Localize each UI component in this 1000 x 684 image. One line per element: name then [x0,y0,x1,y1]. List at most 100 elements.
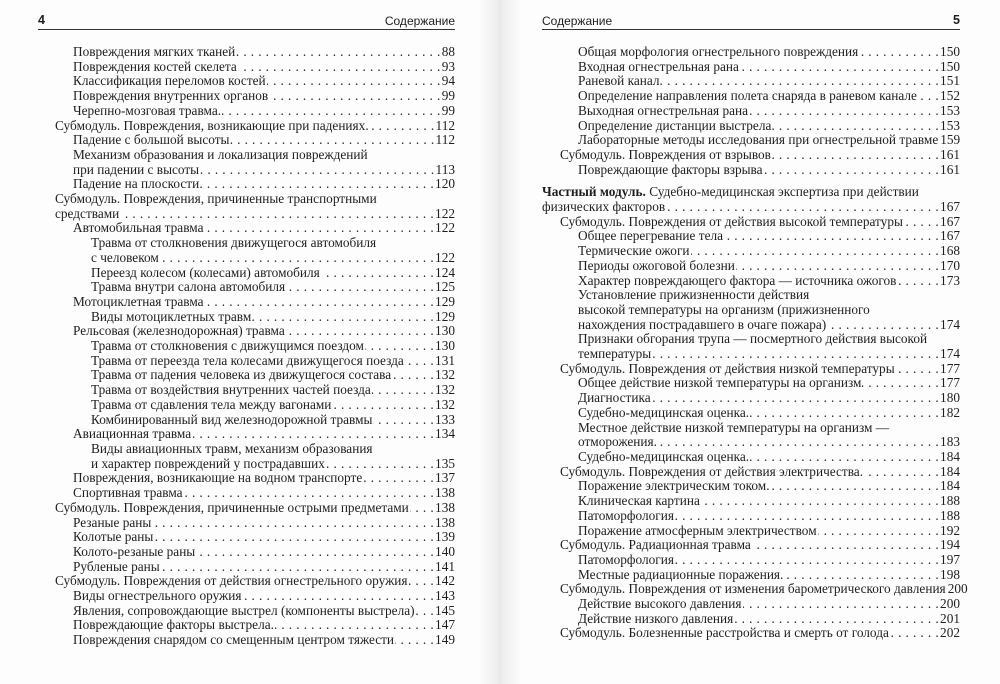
toc-entry-title: Падение с большой высоты [73,132,229,148]
toc-entry: Спортивная травма 138 [55,485,455,501]
toc-entry-line: при падении с высоты 113 [73,162,455,178]
toc-entry-text: температуры [578,346,652,362]
toc-entry: Виды мотоциклетных травм 129 [55,309,455,325]
toc-page-number: 138 [435,514,455,530]
toc-entry-title: средствами [55,206,119,222]
toc-entry-line: Субмодуль. Повреждения от изменения баро… [560,581,968,597]
dot-leader [332,398,434,413]
toc-entry-title: Переезд колесом (колесами) автомобиля [91,265,320,281]
toc-page-number: 132 [435,367,455,383]
dot-leader [326,457,434,472]
dot-leader [818,524,939,539]
toc-page-number: 151 [940,73,960,89]
toc-entry: Патоморфология 188 [542,508,960,524]
toc-entry-text: Резаные раны [73,514,152,530]
toc-page-number: 138 [435,485,455,501]
toc-page-number: 180 [940,390,960,406]
dot-leader [321,266,434,281]
toc-entry-title: Виды авиационных травм, механизм образов… [91,441,373,457]
page-header: 4 Содержание [38,11,455,30]
toc-entry: Определение дистанции выстрела 153 [542,118,960,134]
toc-entry-title: Характер повреждающего фактора — источни… [578,273,896,289]
dot-leader [286,324,434,339]
toc-entry-text: и характер повреждений у пострадавших [91,455,325,471]
toc-entry-line: Повреждающие факторы выстрела. 147 [73,618,455,633]
toc-page-number: 142 [435,573,455,589]
toc-entry-title: Определение направления полета снаряда в… [578,88,917,104]
toc-entry: Повреждающие факторы взрыва 161 [542,161,960,178]
toc-entry-text: физических факторов [542,199,666,215]
toc-entry-title: Травма от переезда тела колесами движуще… [91,352,404,369]
toc-entry-line: Субмодуль. Повреждения от действия высок… [560,214,960,230]
toc-entry-text: Лабораторные методы исследования при огн… [578,132,939,148]
toc-entry-text: Местные радиационные поражения. [578,566,784,582]
table-of-contents: Повреждения мягких тканей88Повреждения к… [55,44,455,648]
toc-entry-line: Авиационная травма 134 [73,426,455,442]
toc-entry-title: Поражение электрическим током. [578,479,770,494]
toc-entry-text: Колотые раны [73,529,154,545]
toc-entry-text: Авиационная травма [73,426,192,442]
toc-entry: Травма от падения человека из движущегос… [55,368,455,383]
dot-leader [242,589,434,604]
toc-entry: Общая морфология огнестрельного поврежде… [542,44,960,60]
toc-page-number: 122 [435,249,455,265]
dot-leader [652,347,939,362]
dot-leader [275,618,434,633]
toc-entry-title: физических факторов [542,199,666,215]
toc-entry-line: Рубленые раны 141 [73,558,455,575]
toc-entry-text: Комбинированный вид железнодорожной трав… [91,411,373,427]
toc-entry: Периоды ожоговой болезни 170 [542,258,960,274]
toc-entry-line: Субмодуль. Повреждения от взрывов 161 [560,146,960,163]
toc-entry: Падение с большой высоты 112 [55,132,455,148]
toc-entry: Патоморфология 197 [542,552,960,568]
toc-entry-title: Субмодуль. Повреждения от действия огнес… [55,573,408,589]
toc-entry-text: Травма от переезда тела колесами движуще… [91,352,404,368]
toc-entry-title: Поражение атмосферным электричеством [578,523,817,539]
toc-page-number: 149 [435,632,455,648]
toc-entry-line: Мотоциклетная травма 129 [73,294,455,310]
toc-page-number: 150 [940,58,960,74]
toc-entry-line: Травма от столкновения с движущимся поез… [91,338,455,354]
toc-entry: Установление прижизненности действия высо… [542,287,960,332]
toc-page-number: 161 [940,146,960,162]
toc-entry: Признаки обгорания трупа — посмертного д… [542,332,960,362]
toc-entry-text: Субмодуль. Повреждения, причиненные остр… [55,499,409,515]
toc-entry-text: высокой температуры на организм (прижизн… [578,301,870,317]
toc-page-number: 198 [940,566,960,582]
toc-entry-title: Травма от воздействия внутренних частей … [91,382,371,398]
toc-entry-line: Комбинированный вид железнодорожной трав… [91,411,455,428]
dot-leader [269,89,441,104]
toc-entry-text: Субмодуль. Повреждения, причиненные тран… [55,191,377,207]
toc-entry-text: Повреждающие факторы выстрела. [73,617,274,633]
toc-page-number: 184 [940,478,960,494]
dot-leader [409,574,435,589]
toc-entry-line: Действие низкого давления 201 [578,611,960,627]
toc-page-number: 161 [940,161,960,177]
toc-entry-title: Травма от сдавления тела между вагонами [91,397,331,413]
toc-entry-text: Травма от столкновения с движущимся поез… [91,338,364,354]
toc-entry-line: Виды мотоциклетных травм 129 [91,309,455,325]
toc-entry-text: Повреждения, возникающие на водном транс… [73,470,363,486]
dot-leader [724,229,939,244]
toc-entry-title: Повреждения внутренних органов [73,88,268,104]
toc-entry-text: Рубленые раны [73,558,160,574]
toc-page-number: 192 [940,522,960,538]
toc-entry-line: Повреждения костей скелета 93 [73,58,455,75]
toc-entry: Комбинированный вид железнодорожной трав… [55,411,455,428]
running-title: Содержание [542,14,613,28]
toc-page-number: 130 [435,338,455,354]
toc-entry-line: Явления, сопровождающие выстрел (компоне… [73,603,455,619]
toc-entry-text: Повреждения костей скелета [73,58,237,74]
left-page: 4 Содержание Повреждения мягких тканей 88… [38,0,455,684]
toc-entry-text: Клиническая картина [578,493,700,509]
toc-entry-line: Механизм образования и локализация повре… [73,147,455,163]
toc-entry-title: Повреждающие факторы выстрела. [73,618,274,633]
toc-entry-text: Выходная огнестрельная рана [578,102,749,118]
toc-entry-title: Виды мотоциклетных травм [91,309,251,325]
dot-leader [904,215,939,230]
toc-entry-line: Лабораторные методы исследования при огн… [578,132,960,148]
toc-entry-line: Классификация переломов костей 94 [73,74,455,89]
toc-entry-title: Субмодуль. Болезненные расстройства и см… [560,626,889,641]
toc-entry: Входная огнестрельная рана 150 [542,58,960,75]
dot-leader [734,612,939,627]
